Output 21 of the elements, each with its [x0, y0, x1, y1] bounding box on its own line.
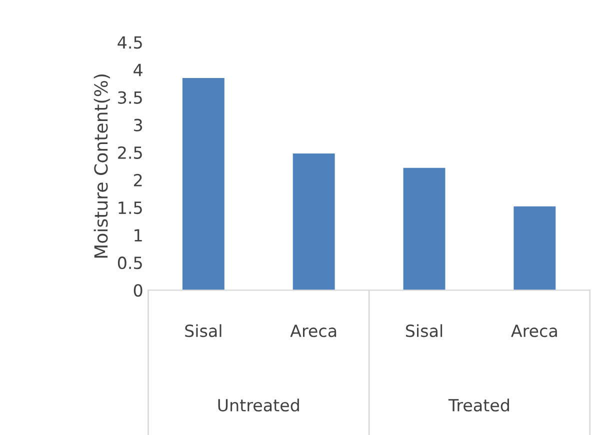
- y-tick-label: 2: [134, 174, 142, 186]
- bar: [292, 153, 335, 290]
- y-tick-label: 0: [134, 284, 142, 297]
- y-tick-label: 0.5: [118, 256, 142, 270]
- x-tick-label: Areca: [511, 324, 557, 338]
- x-tick-label: Sisal: [406, 324, 442, 338]
- bar: [182, 78, 224, 290]
- bar: [403, 168, 446, 290]
- y-tick-label: 3: [134, 118, 142, 132]
- y-tick-label: 3.5: [118, 91, 142, 104]
- y-tick-label: 2.5: [118, 146, 142, 159]
- y-tick-label: 4.5: [118, 36, 142, 49]
- x-tick-label: Areca: [290, 324, 336, 338]
- y-tick-label: 4: [134, 64, 142, 76]
- y-tick-label: 1: [134, 229, 142, 242]
- y-axis-title: Moisture Content(%): [94, 74, 110, 258]
- text: Untreated: [218, 398, 299, 412]
- text: Treated: [448, 398, 509, 412]
- bar: [514, 206, 556, 290]
- x-tick-label: Sisal: [185, 324, 222, 338]
- y-tick-label: 1.5: [118, 202, 142, 214]
